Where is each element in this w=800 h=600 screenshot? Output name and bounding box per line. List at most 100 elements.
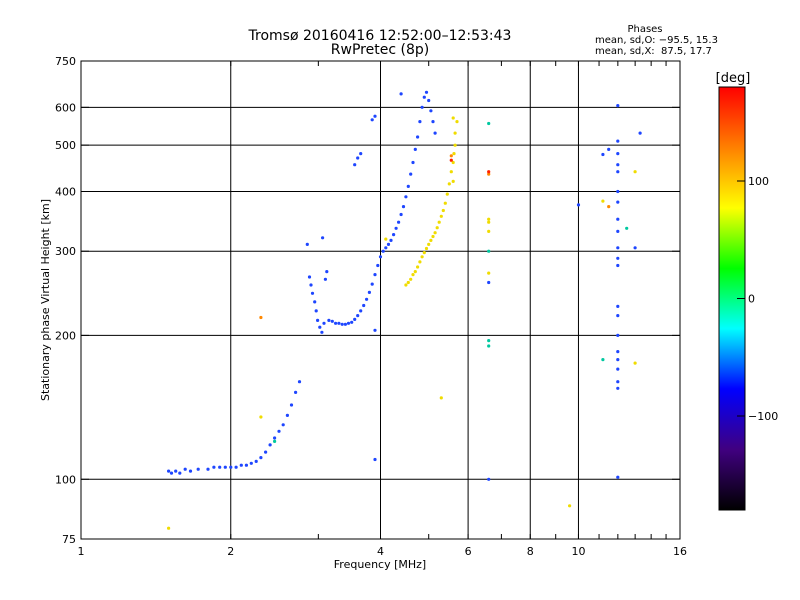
- data-point: [441, 208, 445, 213]
- data-point: [433, 231, 437, 235]
- data-point: [340, 322, 344, 326]
- data-point: [429, 238, 433, 242]
- x-tick-label: 2: [227, 545, 234, 558]
- data-point: [616, 170, 620, 174]
- phase-stats-title: Phases: [627, 24, 662, 35]
- data-point: [427, 242, 431, 246]
- data-point: [487, 229, 491, 233]
- data-point: [616, 367, 620, 371]
- data-point: [386, 242, 391, 246]
- phase-stats-o: mean, sd,O: −95.5, 15.3: [595, 35, 718, 46]
- data-point: [353, 317, 357, 321]
- data-point: [370, 282, 374, 286]
- data-point: [487, 249, 491, 253]
- y-tick-label: 400: [55, 185, 76, 198]
- data-point: [616, 104, 620, 108]
- data-point: [273, 439, 277, 443]
- data-point: [373, 114, 377, 118]
- x-tick-label: 10: [571, 545, 585, 558]
- data-point: [362, 303, 366, 308]
- data-point: [422, 95, 426, 99]
- data-point: [259, 315, 263, 320]
- data-point: [616, 350, 620, 354]
- data-point: [294, 390, 298, 394]
- data-point: [259, 456, 263, 460]
- data-point: [616, 246, 620, 250]
- x-tick-label: 16: [673, 545, 687, 558]
- data-point: [447, 182, 451, 186]
- data-point: [418, 260, 422, 264]
- data-point: [422, 251, 426, 255]
- colorbar-tick-label: −100: [748, 410, 778, 423]
- data-point: [289, 403, 294, 407]
- data-point: [239, 463, 243, 467]
- data-point: [633, 246, 637, 250]
- data-point: [254, 459, 258, 463]
- data-point: [616, 217, 620, 221]
- data-point: [449, 158, 453, 162]
- data-point: [455, 120, 459, 124]
- colorbar-tick-label: 100: [748, 175, 769, 188]
- data-point: [433, 131, 437, 135]
- data-point: [451, 116, 455, 120]
- data-point: [373, 328, 377, 332]
- data-point: [453, 143, 457, 147]
- data-point: [212, 465, 216, 469]
- data-point: [411, 160, 415, 165]
- data-point: [445, 192, 449, 196]
- data-point: [487, 172, 491, 176]
- data-point: [264, 450, 268, 454]
- colorbar-tick-label: 0: [748, 293, 755, 306]
- data-point: [174, 469, 178, 473]
- data-point: [406, 280, 410, 285]
- data-point: [370, 118, 374, 122]
- data-point: [318, 325, 322, 329]
- colorbar-label: [deg]: [716, 71, 751, 86]
- data-point: [431, 234, 435, 239]
- phase-stats-x: mean, sd,X: 87.5, 17.7: [595, 46, 712, 57]
- chart-title: Tromsø 20160416 12:52:00–12:53:43: [248, 28, 512, 44]
- data-point: [169, 471, 174, 475]
- x-axis-label: Frequency [MHz]: [334, 558, 426, 571]
- data-point: [401, 205, 406, 209]
- plot-frame: [80, 60, 681, 540]
- data-point: [188, 469, 193, 473]
- data-point: [167, 526, 171, 530]
- data-point: [310, 291, 315, 295]
- data-point: [404, 195, 408, 199]
- data-point: [343, 322, 347, 326]
- data-point: [607, 205, 611, 209]
- y-tick-label: 75: [62, 533, 76, 546]
- data-point: [373, 273, 377, 277]
- data-point: [244, 463, 248, 467]
- y-tick-label: 100: [55, 473, 76, 486]
- data-point: [411, 273, 415, 277]
- x-tick-label: 1: [78, 545, 85, 558]
- data-point: [607, 147, 611, 151]
- data-point: [616, 139, 620, 143]
- data-point: [359, 152, 363, 156]
- data-point: [424, 246, 429, 251]
- data-point: [601, 358, 605, 362]
- data-point: [601, 199, 605, 203]
- y-tick-label: 750: [55, 55, 76, 68]
- data-point: [356, 156, 360, 160]
- data-point: [616, 314, 620, 318]
- data-point: [353, 163, 357, 167]
- data-point: [309, 283, 313, 287]
- data-point: [416, 265, 420, 269]
- data-point: [320, 330, 324, 334]
- data-point: [449, 170, 453, 174]
- data-point: [249, 461, 253, 465]
- data-point: [285, 413, 289, 417]
- data-point: [487, 121, 491, 126]
- x-tick-label: 8: [527, 545, 534, 558]
- data-point: [397, 220, 401, 224]
- data-point: [616, 263, 620, 268]
- data-point: [313, 300, 317, 304]
- data-point: [576, 203, 581, 207]
- data-point: [437, 220, 441, 224]
- data-point: [234, 465, 238, 469]
- data-point: [381, 249, 385, 253]
